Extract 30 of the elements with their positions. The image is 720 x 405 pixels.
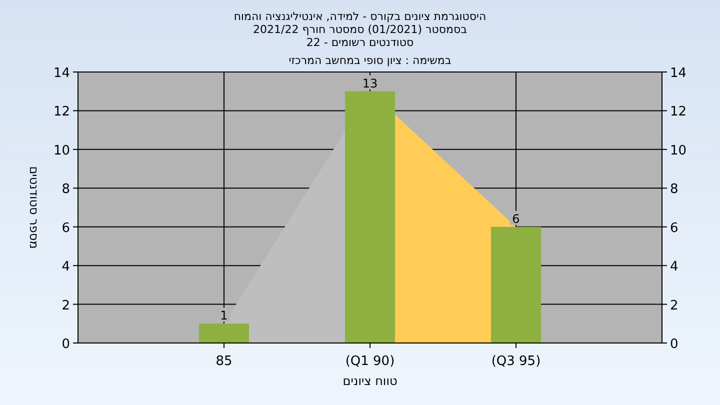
y-tick-label: 6 [62, 220, 70, 236]
data-label: 6 [512, 212, 520, 226]
chart-subtitle: בסמסטר (01/2021) סמסטר חורף 2021/22 [253, 23, 467, 36]
y-tick-label: 10 [53, 143, 70, 158]
x-tick-label: 85 [216, 354, 232, 369]
x-tick-label: (Q1 90) [345, 354, 395, 369]
y2-tick-label: 12 [670, 104, 687, 120]
y-tick-label: 12 [53, 104, 70, 120]
y-tick-label: 0 [62, 337, 70, 352]
text: במשימה : ציון סופי במחשב המרכזי [288, 54, 452, 67]
data-label: 1 [220, 308, 228, 323]
y-tick-label: 14 [53, 66, 70, 81]
y-axis-title: מספר סטודנטים [27, 166, 41, 249]
y2-tick-label: 14 [670, 66, 687, 81]
data-label: 13 [362, 76, 378, 90]
y-tick-label: 8 [62, 182, 70, 198]
x-axis-title: טווח ציונים [342, 374, 398, 388]
y-tick-label: 4 [62, 260, 70, 275]
text: סטודנטים רשומים - 22 [306, 36, 414, 49]
bar [491, 226, 541, 343]
y2-tick-label: 6 [670, 220, 678, 236]
x-tick-label: (Q3 95) [491, 354, 541, 369]
y2-tick-label: 8 [670, 182, 678, 198]
y-tick-label: 2 [62, 298, 70, 314]
y2-tick-label: 0 [670, 337, 678, 352]
y2-tick-label: 10 [670, 143, 687, 158]
y2-tick-label: 4 [670, 260, 678, 275]
bar [199, 324, 249, 343]
chart-title: היסטוגרמת ציונים בקורס - למידה, אינטיליגנציה והמוח [234, 10, 486, 23]
y2-tick-label: 2 [670, 298, 678, 314]
